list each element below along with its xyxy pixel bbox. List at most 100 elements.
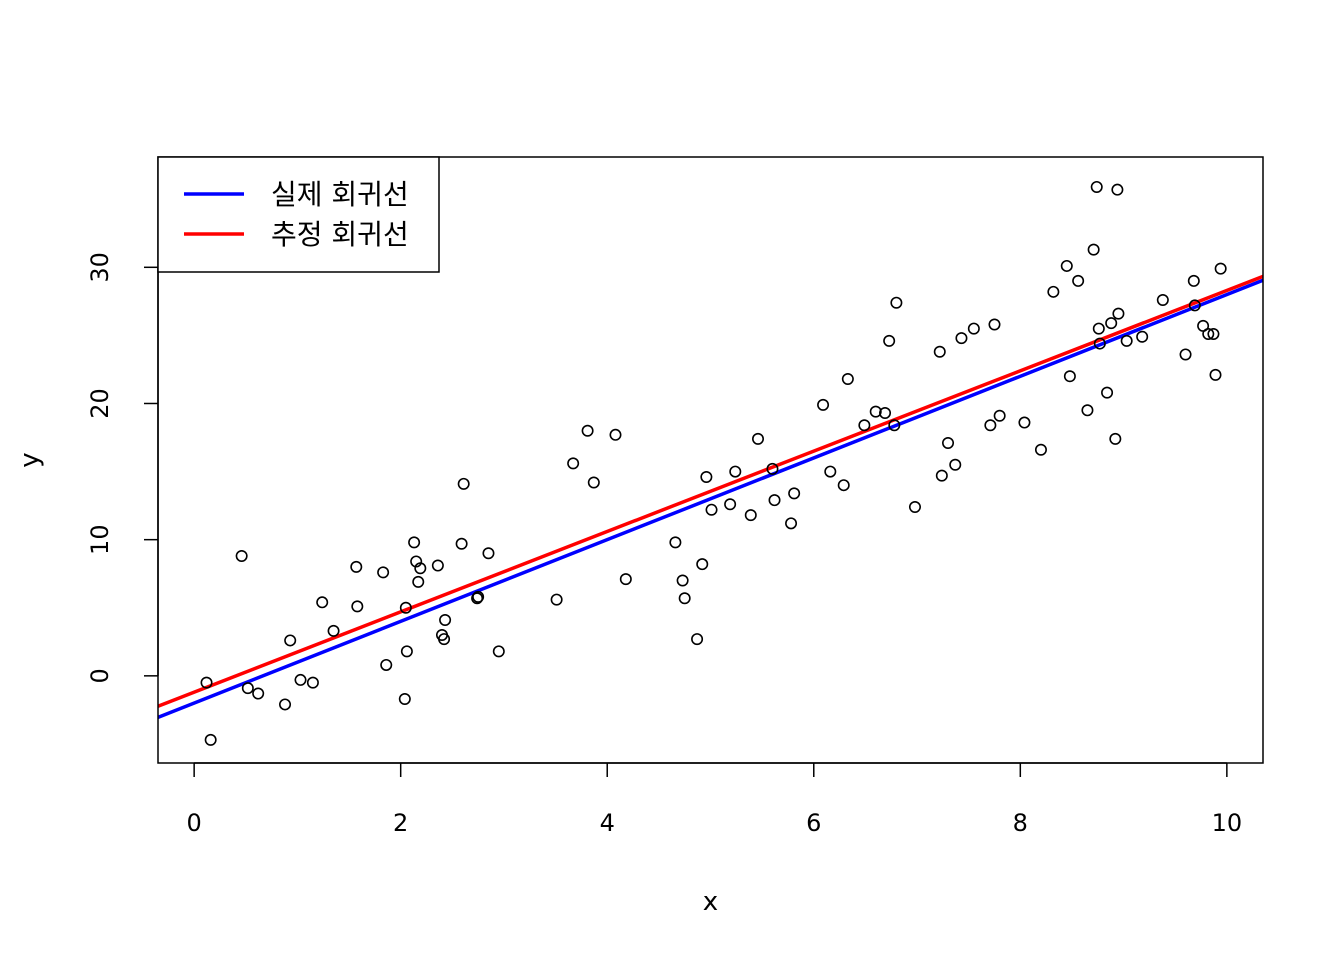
data-point (399, 601, 412, 614)
data-point (858, 419, 871, 432)
data-points (200, 180, 1227, 746)
data-point (676, 574, 689, 587)
data-point (1018, 416, 1031, 429)
data-point (204, 733, 217, 746)
data-point (482, 547, 495, 560)
data-point (888, 419, 901, 432)
data-point (294, 673, 307, 686)
x-tick-label: 0 (187, 809, 202, 837)
data-point (1111, 183, 1124, 196)
y-tick-label: 20 (86, 388, 114, 419)
data-point (841, 372, 854, 385)
data-point (1101, 386, 1114, 399)
data-point (1093, 337, 1106, 350)
data-point (1120, 334, 1133, 347)
data-point (412, 575, 425, 588)
data-point (879, 407, 892, 420)
y-axis-title: y (15, 452, 45, 467)
data-point (669, 536, 682, 549)
data-point (908, 500, 921, 513)
data-point (431, 559, 444, 572)
data-point (1187, 274, 1200, 287)
regression-lines (158, 274, 1263, 720)
data-point (696, 558, 709, 571)
data-point (1214, 262, 1227, 275)
data-point (1179, 348, 1192, 361)
data-point (235, 550, 248, 563)
data-point (609, 428, 622, 441)
data-point (785, 517, 798, 530)
x-tick-label: 6 (806, 809, 821, 837)
data-point (1112, 307, 1125, 320)
data-point (724, 498, 737, 511)
data-point (890, 296, 903, 309)
data-point (1188, 299, 1201, 312)
data-point (729, 465, 742, 478)
y-axis: 0 10 20 30 (86, 252, 159, 683)
data-point (1087, 243, 1100, 256)
data-point (1136, 330, 1149, 343)
y-tick-label: 30 (86, 252, 114, 283)
data-point (316, 596, 329, 609)
data-point (678, 592, 691, 605)
data-point (837, 479, 850, 492)
data-point (350, 560, 363, 573)
data-point (1092, 322, 1105, 335)
data-point (768, 494, 781, 507)
regression-line-1 (158, 278, 1263, 720)
data-point (200, 676, 213, 689)
regression-line-2 (158, 274, 1263, 708)
data-point (400, 645, 413, 658)
data-point (1072, 274, 1085, 287)
data-point (955, 332, 968, 345)
data-point (949, 458, 962, 471)
data-point (455, 537, 468, 550)
data-point (414, 562, 427, 575)
data-point (471, 592, 484, 605)
data-point (883, 334, 896, 347)
data-point (817, 398, 830, 411)
data-point (438, 633, 451, 646)
data-point (752, 432, 765, 445)
data-point (472, 590, 485, 603)
data-point (587, 476, 600, 489)
data-point (279, 698, 292, 711)
x-tick-label: 8 (1013, 809, 1028, 837)
data-point (550, 593, 563, 606)
data-point (935, 469, 948, 482)
data-point (700, 471, 713, 484)
data-point (933, 345, 946, 358)
legend-label: 추정 회귀선 (271, 218, 409, 251)
data-point (581, 424, 594, 437)
data-point (705, 503, 718, 516)
data-point (377, 566, 390, 579)
data-point (1207, 328, 1220, 341)
y-tick-label: 10 (86, 524, 114, 555)
data-point (1105, 317, 1118, 330)
data-point (380, 658, 393, 671)
data-point (408, 536, 421, 549)
data-point (967, 322, 980, 335)
data-point (1047, 285, 1060, 298)
data-point (824, 465, 837, 478)
data-point (984, 419, 997, 432)
data-point (1109, 432, 1122, 445)
data-point (306, 676, 319, 689)
data-point (1034, 443, 1047, 456)
x-axis-title: x (703, 887, 718, 917)
data-point (1063, 370, 1076, 383)
data-point (691, 633, 704, 646)
y-tick-label: 0 (86, 668, 114, 683)
x-axis: 0 2 4 6 8 10 (187, 762, 1242, 837)
data-point (398, 692, 411, 705)
data-point (284, 634, 297, 647)
legend-box (157, 156, 440, 273)
x-tick-label: 4 (600, 809, 615, 837)
data-point (439, 614, 452, 627)
data-point (1081, 404, 1094, 417)
data-point (744, 509, 757, 522)
data-point (1090, 180, 1103, 193)
legend-label: 실제 회귀선 (271, 178, 409, 211)
